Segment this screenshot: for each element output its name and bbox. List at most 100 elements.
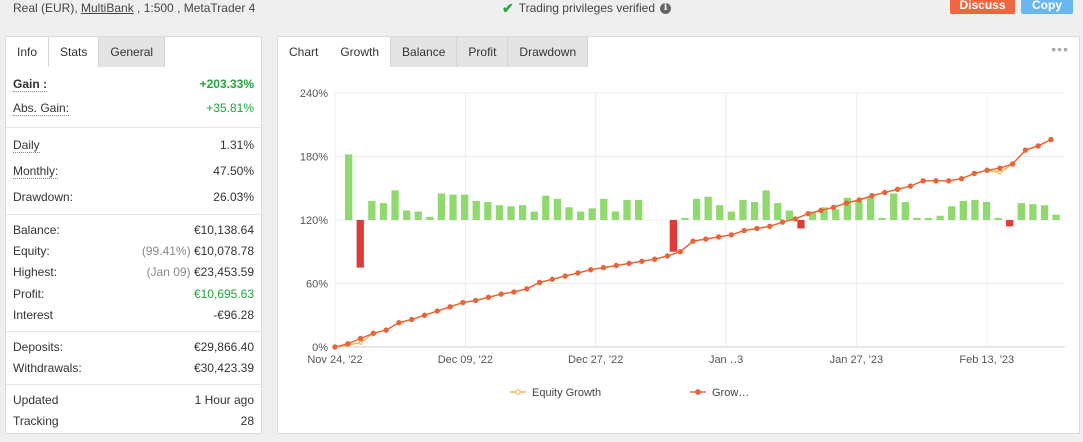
- discuss-button[interactable]: Discuss: [950, 0, 1015, 14]
- legend-equity-marker: [515, 389, 521, 395]
- account-header: Real (EUR), MultiBank , 1:500 , MetaTrad…: [0, 0, 1083, 20]
- y-tick-label: 240%: [300, 88, 328, 100]
- growth-point: [639, 258, 645, 264]
- bar-positive: [623, 199, 631, 220]
- bar-negative: [669, 220, 678, 252]
- growth-point: [1022, 147, 1029, 153]
- growth-point: [332, 344, 338, 350]
- bar-positive: [530, 211, 538, 220]
- bar-positive: [843, 197, 851, 220]
- bar-positive: [878, 217, 886, 220]
- bar-positive: [924, 217, 933, 220]
- bar-positive: [495, 205, 504, 220]
- info-icon[interactable]: i: [660, 2, 672, 14]
- stat-interest: Interest -€96.28: [13, 308, 254, 326]
- balance-value: €10,138.64: [193, 223, 254, 237]
- bar-positive: [982, 202, 991, 220]
- bar-positive: [345, 154, 353, 220]
- bar-negative: [1006, 220, 1014, 227]
- growth-point: [485, 294, 492, 300]
- bar-positive: [426, 216, 434, 220]
- bar-positive: [739, 199, 747, 220]
- stats-panel: Info Stats General Gain : +203.33% Abs. …: [5, 36, 262, 434]
- interest-value: -€96.28: [213, 308, 254, 322]
- daily-value: 1.31%: [219, 138, 254, 152]
- growth-point: [958, 176, 965, 182]
- daily-label[interactable]: Daily: [13, 138, 40, 153]
- y-tick-label: 180%: [300, 152, 328, 164]
- verified-text: Trading privileges verified: [518, 1, 656, 15]
- withdrawals-label: Withdrawals:: [13, 361, 82, 375]
- bar-positive: [1040, 205, 1049, 220]
- drawdown-label: Drawdown:: [13, 190, 74, 204]
- updated-label: Updated: [13, 393, 59, 407]
- tab-drawdown[interactable]: Drawdown: [508, 37, 589, 67]
- y-tick-label: 0%: [312, 342, 328, 354]
- highest-note: (Jan 09): [146, 265, 191, 279]
- growth-point: [1009, 161, 1016, 167]
- bar-positive: [704, 196, 712, 220]
- growth-chart[interactable]: 0% 60% 120% 180% 240% Nov 24, '22 Dec 09, '22…: [278, 37, 1079, 433]
- y-axis: 0% 60% 120% 180% 240%: [300, 88, 328, 354]
- growth-point: [651, 256, 658, 262]
- deposits-value: €29,866.40: [193, 340, 254, 354]
- growth-point: [396, 319, 402, 326]
- bar-positive: [542, 195, 550, 220]
- tab-info[interactable]: Info: [6, 37, 50, 67]
- highest-value: €23,453.59: [193, 265, 254, 279]
- interest-label: Interest: [13, 308, 54, 322]
- bar-positive: [750, 202, 759, 220]
- gain-label[interactable]: Gain :: [13, 77, 48, 92]
- bar-positive: [948, 206, 956, 220]
- bar-positive: [762, 190, 770, 220]
- bar-positive: [518, 205, 527, 220]
- growth-point: [562, 273, 568, 279]
- tab-balance[interactable]: Balance: [391, 37, 458, 67]
- chart-tabs: Chart Growth Balance Profit Drawdown: [278, 37, 589, 67]
- bar-positive: [774, 203, 782, 220]
- tab-chart[interactable]: Chart: [278, 37, 330, 67]
- daily-bars: [345, 154, 1060, 268]
- stat-deposits: Deposits: €29,866.40: [13, 340, 254, 358]
- stat-withdrawals: Withdrawals: €30,423.39: [13, 361, 254, 379]
- bar-positive: [368, 200, 376, 220]
- bar-positive: [1017, 203, 1025, 220]
- divider: [6, 331, 261, 332]
- updated-value: 1 Hour ago: [194, 393, 254, 407]
- monthly-label[interactable]: Monthly:: [13, 164, 59, 179]
- drawdown-value: 26.03%: [213, 190, 254, 204]
- bar-positive: [391, 190, 399, 220]
- bar-positive: [727, 211, 736, 220]
- growth-point: [370, 330, 377, 336]
- stat-highest: Highest: (Jan 09) €23,453.59: [13, 265, 254, 283]
- growth-point: [575, 270, 581, 276]
- chart-lines: [332, 136, 1054, 350]
- equity-point: [358, 340, 363, 345]
- tab-stats[interactable]: Stats: [49, 37, 100, 67]
- x-tick-label: Dec 09, '22: [438, 354, 493, 366]
- y-tick-label: 120%: [300, 215, 328, 227]
- growth-point: [524, 286, 530, 292]
- x-tick-label: Nov 24, '22: [307, 354, 362, 366]
- more-options-icon[interactable]: •••: [1051, 41, 1069, 57]
- growth-point: [626, 260, 632, 267]
- tracking-label: Tracking: [13, 414, 59, 428]
- bar-negative: [797, 220, 805, 229]
- stat-daily: Daily 1.31%: [13, 138, 254, 156]
- chart-panel: Chart Growth Balance Profit Drawdown •••…: [277, 36, 1080, 434]
- bar-positive: [936, 215, 944, 220]
- bar-positive: [437, 193, 446, 220]
- balance-label: Balance:: [13, 223, 60, 237]
- growth-point: [984, 167, 990, 173]
- growth-point: [728, 232, 735, 238]
- stat-equity: Equity: (99.41%) €10,078.78: [13, 244, 254, 262]
- stat-tracking: Tracking 28: [13, 414, 254, 432]
- abs-gain-label[interactable]: Abs. Gain:: [13, 101, 70, 116]
- copy-button[interactable]: Copy: [1021, 0, 1073, 14]
- tab-growth[interactable]: Growth: [329, 37, 392, 67]
- growth-point: [434, 308, 440, 314]
- tab-general[interactable]: General: [99, 37, 166, 67]
- broker-link[interactable]: MultiBank: [81, 1, 134, 15]
- tab-profit[interactable]: Profit: [457, 37, 509, 67]
- bar-positive: [820, 207, 828, 220]
